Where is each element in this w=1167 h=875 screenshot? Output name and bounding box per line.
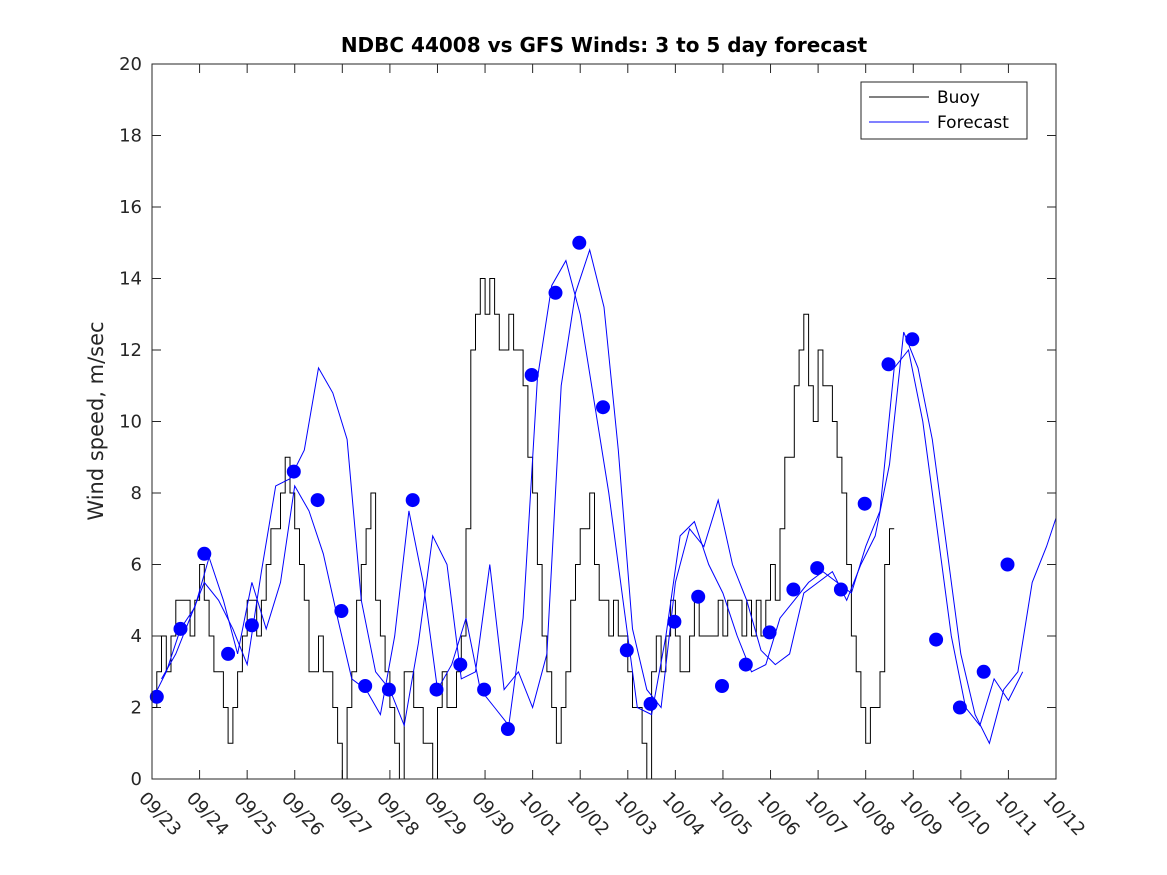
legend-box xyxy=(860,81,1028,140)
forecast-marker-4 xyxy=(244,618,259,633)
forecast-marker-8 xyxy=(358,679,373,693)
forecast-marker-21 xyxy=(667,614,682,629)
forecast-marker-6 xyxy=(310,493,325,508)
forecast-series-line-2 xyxy=(161,248,1057,745)
forecast-series-line-1 xyxy=(151,259,1024,727)
forecast-marker-31 xyxy=(905,332,920,347)
forecast-marker-33 xyxy=(952,700,967,715)
y-tick-label-0: 0 xyxy=(131,769,142,790)
forecast-marker-22 xyxy=(691,589,706,604)
legend-forecast-label: Forecast xyxy=(937,113,1009,133)
forecast-marker-24 xyxy=(738,657,753,672)
y-tick-label-7: 14 xyxy=(119,269,142,290)
forecast-marker-19 xyxy=(619,643,634,658)
forecast-marker-32 xyxy=(929,632,944,647)
y-tick-label-1: 2 xyxy=(131,698,142,719)
y-tick-label-3: 6 xyxy=(131,555,142,576)
forecast-marker-28 xyxy=(833,582,848,597)
y-tick-label-5: 10 xyxy=(119,412,142,433)
forecast-marker-13 xyxy=(477,682,492,697)
forecast-marker-14 xyxy=(500,722,515,736)
y-tick-label-2: 4 xyxy=(131,626,142,647)
forecast-marker-18 xyxy=(596,400,610,415)
forecast-marker-34 xyxy=(976,664,991,679)
y-tick-label-8: 16 xyxy=(119,197,142,218)
y-tick-label-10: 20 xyxy=(119,54,142,75)
forecast-marker-30 xyxy=(881,357,896,372)
y-tick-label-9: 18 xyxy=(119,126,142,147)
forecast-marker-26 xyxy=(786,582,801,597)
y-tick-labels: 0 2 4 6 8 10 12 14 16 18 20 xyxy=(119,54,142,790)
forecast-marker-2 xyxy=(197,546,212,561)
forecast-marker-25 xyxy=(762,625,777,640)
forecast-marker-0 xyxy=(149,689,164,704)
forecast-marker-5 xyxy=(286,464,301,479)
forecast-marker-29 xyxy=(857,496,872,511)
forecast-marker-11 xyxy=(429,682,444,697)
chart-series xyxy=(149,235,1057,780)
forecast-marker-17 xyxy=(572,235,587,250)
forecast-marker-12 xyxy=(453,657,468,672)
forecast-marker-7 xyxy=(334,604,349,618)
forecast-marker-9 xyxy=(381,682,396,697)
forecast-marker-35 xyxy=(1000,557,1015,572)
forecast-marker-27 xyxy=(810,561,825,576)
plot-area xyxy=(152,64,1056,779)
legend: Buoy Forecast xyxy=(860,81,1028,140)
y-axis-label: Wind speed, m/sec xyxy=(84,321,108,520)
forecast-marker-3 xyxy=(221,646,236,661)
forecast-marker-16 xyxy=(548,285,563,300)
chart-title: NDBC 44008 vs GFS Winds: 3 to 5 day fore… xyxy=(341,33,868,57)
forecast-marker-23 xyxy=(715,679,729,693)
buoy-series-line xyxy=(152,278,895,780)
y-tick-label-4: 8 xyxy=(131,483,142,504)
y-tick-label-6: 12 xyxy=(119,340,142,361)
forecast-marker-15 xyxy=(524,368,539,382)
legend-buoy-label: Buoy xyxy=(937,88,980,108)
forecast-marker-20 xyxy=(643,696,658,711)
plot-frame xyxy=(151,63,1057,780)
forecast-marker-10 xyxy=(405,493,420,508)
forecast-marker-1 xyxy=(173,621,188,636)
